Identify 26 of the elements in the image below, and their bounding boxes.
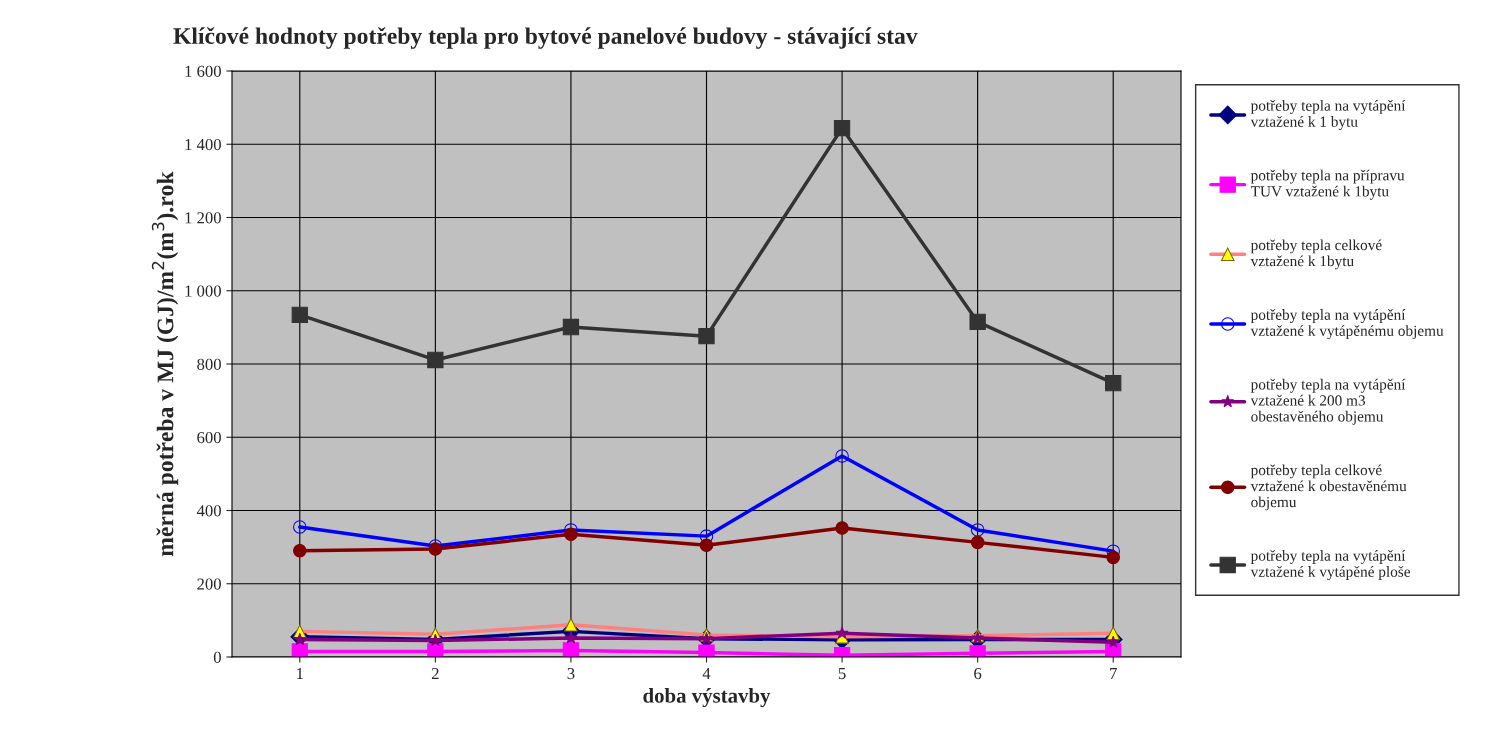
x-axis-title: doba výstavby bbox=[643, 688, 771, 708]
legend-label: potřeby tepla na vytápění vztažené k vytápěné ploše bbox=[1250, 550, 1411, 581]
y-tick-label: 200 bbox=[197, 578, 221, 590]
legend-label: potřeby tepla na vytápění vztažené k vytápěnému objemu bbox=[1250, 309, 1444, 340]
y-tick-label: 600 bbox=[197, 431, 221, 444]
x-tick-label: 1 bbox=[297, 667, 303, 679]
y-tick-label: 1 200 bbox=[185, 212, 221, 224]
legend-label: potřeby tepla celkové vztažené k obestavěnému objemu bbox=[1250, 464, 1407, 511]
x-tick-label: 2 bbox=[431, 667, 439, 679]
y-tick-label: 1 600 bbox=[185, 65, 221, 77]
x-tick-label: 4 bbox=[702, 668, 711, 679]
y-tick-label: 400 bbox=[196, 505, 221, 517]
x-tick-label: 6 bbox=[974, 667, 982, 680]
y-tick-label: 1 000 bbox=[185, 285, 221, 297]
legend-label: potřeby tepla celkové vztažené k 1bytu bbox=[1250, 239, 1382, 270]
y-tick-label: 1 400 bbox=[185, 138, 221, 151]
legend-label: potřeby tepla na přípravu TUV vztažené k 1bytu bbox=[1250, 169, 1405, 200]
legend-label: potřeby tepla na vytápění vztažené k 1 bytu bbox=[1250, 99, 1406, 130]
x-tick-label: 3 bbox=[567, 667, 575, 680]
legend-label: potřeby tepla na vytápění vztažené k 200 m3 obestavěného objemu bbox=[1250, 378, 1406, 425]
x-tick-label: 5 bbox=[838, 668, 846, 680]
y-tick-label: 0 bbox=[213, 651, 221, 663]
y-tick-label: 800 bbox=[197, 358, 221, 370]
chart-title: Klíčové hodnoty potřeby tepla pro bytové panelové budovy - stávající stav bbox=[173, 27, 918, 49]
x-tick-label: 7 bbox=[1110, 668, 1117, 679]
y-axis-title: měrná potřeba v MJ (GJ)/m$^{2}$(m$^{3}$).rok bbox=[151, 171, 179, 557]
